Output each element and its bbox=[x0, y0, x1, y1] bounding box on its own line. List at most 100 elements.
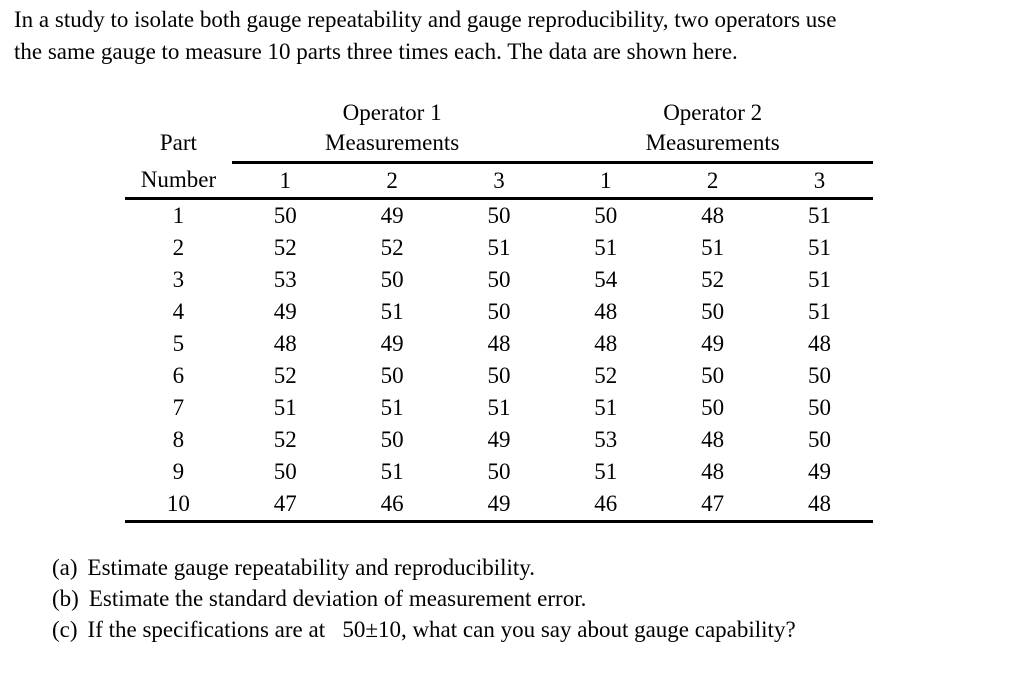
measurement-cell: 50 bbox=[487, 299, 511, 324]
table-header: Operator 1 Operator 2 Part Measurements … bbox=[125, 98, 873, 200]
measurement-cell: 50 bbox=[487, 267, 511, 292]
problem-statement-line1: In a study to isolate both gauge repeata… bbox=[14, 7, 837, 32]
measurement-cell: 49 bbox=[380, 331, 404, 356]
measurement-cell: 48 bbox=[701, 203, 725, 228]
op2-trial1-header: 1 bbox=[552, 162, 660, 200]
measurement-cell: 52 bbox=[701, 267, 725, 292]
measurement-cell: 50 bbox=[273, 459, 297, 484]
problem-statement-line2: the same gauge to measure 10 parts three… bbox=[14, 39, 738, 64]
measurement-cell: 51 bbox=[487, 235, 511, 260]
table-row: 10 47 46 49 46 47 48 bbox=[125, 488, 873, 523]
measurement-cell: 49 bbox=[273, 299, 297, 324]
measurement-cell: 51 bbox=[808, 299, 832, 324]
measurement-cell: 50 bbox=[487, 203, 511, 228]
measurement-cell: 50 bbox=[380, 267, 404, 292]
question-c-text: If the specifications are at 50±10, what… bbox=[87, 617, 796, 642]
measurement-cell: 51 bbox=[273, 395, 297, 420]
measurement-cell: 49 bbox=[380, 203, 404, 228]
measurement-cell: 51 bbox=[701, 235, 725, 260]
measurement-cell: 49 bbox=[808, 459, 832, 484]
operator2-measurements-label: Measurements bbox=[552, 128, 873, 164]
measurement-cell: 50 bbox=[701, 299, 725, 324]
measurement-cell: 50 bbox=[380, 363, 404, 388]
measurement-cell: 52 bbox=[273, 427, 297, 452]
part-number-cell: 3 bbox=[172, 267, 185, 292]
measurement-cell: 48 bbox=[701, 459, 725, 484]
part-number-cell: 1 bbox=[172, 203, 185, 228]
part-number-cell: 5 bbox=[172, 331, 185, 356]
table-row: 9 50 51 50 51 48 49 bbox=[125, 456, 873, 488]
measurement-cell: 47 bbox=[659, 488, 767, 523]
part-number-cell: 10 bbox=[125, 488, 232, 523]
measurement-cell: 51 bbox=[808, 235, 832, 260]
measurement-cell: 48 bbox=[808, 331, 832, 356]
part-header-line2: Number bbox=[125, 162, 232, 200]
table-row: 6 52 50 50 52 50 50 bbox=[125, 360, 873, 392]
op1-trial1-header: 1 bbox=[231, 162, 339, 200]
empty-header-cell bbox=[125, 98, 232, 128]
operator2-header: Operator 2 bbox=[663, 100, 763, 125]
measurement-cell: 50 bbox=[380, 427, 404, 452]
measurement-cell: 53 bbox=[594, 427, 618, 452]
part-number-cell: 7 bbox=[172, 395, 185, 420]
measurement-cell: 51 bbox=[380, 299, 404, 324]
measurement-cell: 48 bbox=[766, 488, 873, 523]
question-a-text: Estimate gauge repeatability and reprodu… bbox=[87, 555, 536, 580]
measurement-cell: 48 bbox=[594, 331, 618, 356]
op2-trial3-header: 3 bbox=[766, 162, 873, 200]
measurement-cell: 50 bbox=[273, 203, 297, 228]
measurement-cell: 48 bbox=[594, 299, 618, 324]
part-number-cell: 4 bbox=[172, 299, 185, 324]
measurement-cell: 54 bbox=[594, 267, 618, 292]
measurement-cell: 52 bbox=[380, 235, 404, 260]
table-row: 1 50 49 50 50 48 51 bbox=[125, 199, 873, 233]
measurement-cell: 46 bbox=[338, 488, 446, 523]
question-a-label: (a) bbox=[52, 555, 78, 580]
measurement-cell: 53 bbox=[273, 267, 297, 292]
measurement-cell: 50 bbox=[487, 459, 511, 484]
measurement-cell: 50 bbox=[701, 395, 725, 420]
measurement-cell: 51 bbox=[487, 395, 511, 420]
question-c: (c) If the specifications are at 50±10, w… bbox=[52, 614, 796, 645]
operator1-header: Operator 1 bbox=[342, 100, 442, 125]
question-b-label: (b) bbox=[52, 586, 79, 611]
table-body: 1 50 49 50 50 48 51 2 52 52 51 51 51 51 3 53 50 50 54 52 51 4… bbox=[125, 199, 873, 523]
measurement-cell: 51 bbox=[594, 395, 618, 420]
measurement-cell: 50 bbox=[808, 363, 832, 388]
questions-list: (a) Estimate gauge repeatability and repr… bbox=[52, 552, 796, 645]
problem-statement: In a study to isolate both gauge repeata… bbox=[14, 4, 836, 68]
operator1-measurements-label: Measurements bbox=[231, 128, 553, 164]
measurement-cell: 51 bbox=[380, 459, 404, 484]
measurement-cell: 50 bbox=[594, 203, 618, 228]
measurement-cell: 50 bbox=[487, 363, 511, 388]
part-number-cell: 2 bbox=[172, 235, 185, 260]
measurement-cell: 51 bbox=[808, 203, 832, 228]
table-row: 5 48 49 48 48 49 48 bbox=[125, 328, 873, 360]
measurement-cell: 51 bbox=[380, 395, 404, 420]
measurement-cell: 46 bbox=[552, 488, 660, 523]
measurement-cell: 50 bbox=[808, 427, 832, 452]
op1-trial3-header: 3 bbox=[445, 162, 553, 200]
measurement-cell: 48 bbox=[701, 427, 725, 452]
table-row: 8 52 50 49 53 48 50 bbox=[125, 424, 873, 456]
measurements-header-row: Part Measurements Measurements bbox=[125, 128, 873, 164]
question-b-text: Estimate the standard deviation of measu… bbox=[88, 586, 587, 611]
trial-header-row: Number 1 2 3 1 2 3 bbox=[125, 162, 873, 200]
measurement-cell: 51 bbox=[594, 235, 618, 260]
part-number-cell: 6 bbox=[172, 363, 185, 388]
part-number-cell: 8 bbox=[172, 427, 185, 452]
op1-trial2-header: 2 bbox=[338, 162, 446, 200]
table-row: 4 49 51 50 48 50 51 bbox=[125, 296, 873, 328]
measurement-cell: 49 bbox=[701, 331, 725, 356]
table-row: 7 51 51 51 51 50 50 bbox=[125, 392, 873, 424]
measurement-cell: 48 bbox=[487, 331, 511, 356]
table-row: 2 52 52 51 51 51 51 bbox=[125, 232, 873, 264]
measurement-cell: 52 bbox=[594, 363, 618, 388]
question-b: (b) Estimate the standard deviation of me… bbox=[52, 583, 796, 614]
table-row: 3 53 50 50 54 52 51 bbox=[125, 264, 873, 296]
measurement-cell: 52 bbox=[273, 363, 297, 388]
measurement-cell: 50 bbox=[808, 395, 832, 420]
measurement-cell: 48 bbox=[273, 331, 297, 356]
gauge-measurement-table: Operator 1 Operator 2 Part Measurements … bbox=[125, 98, 873, 523]
